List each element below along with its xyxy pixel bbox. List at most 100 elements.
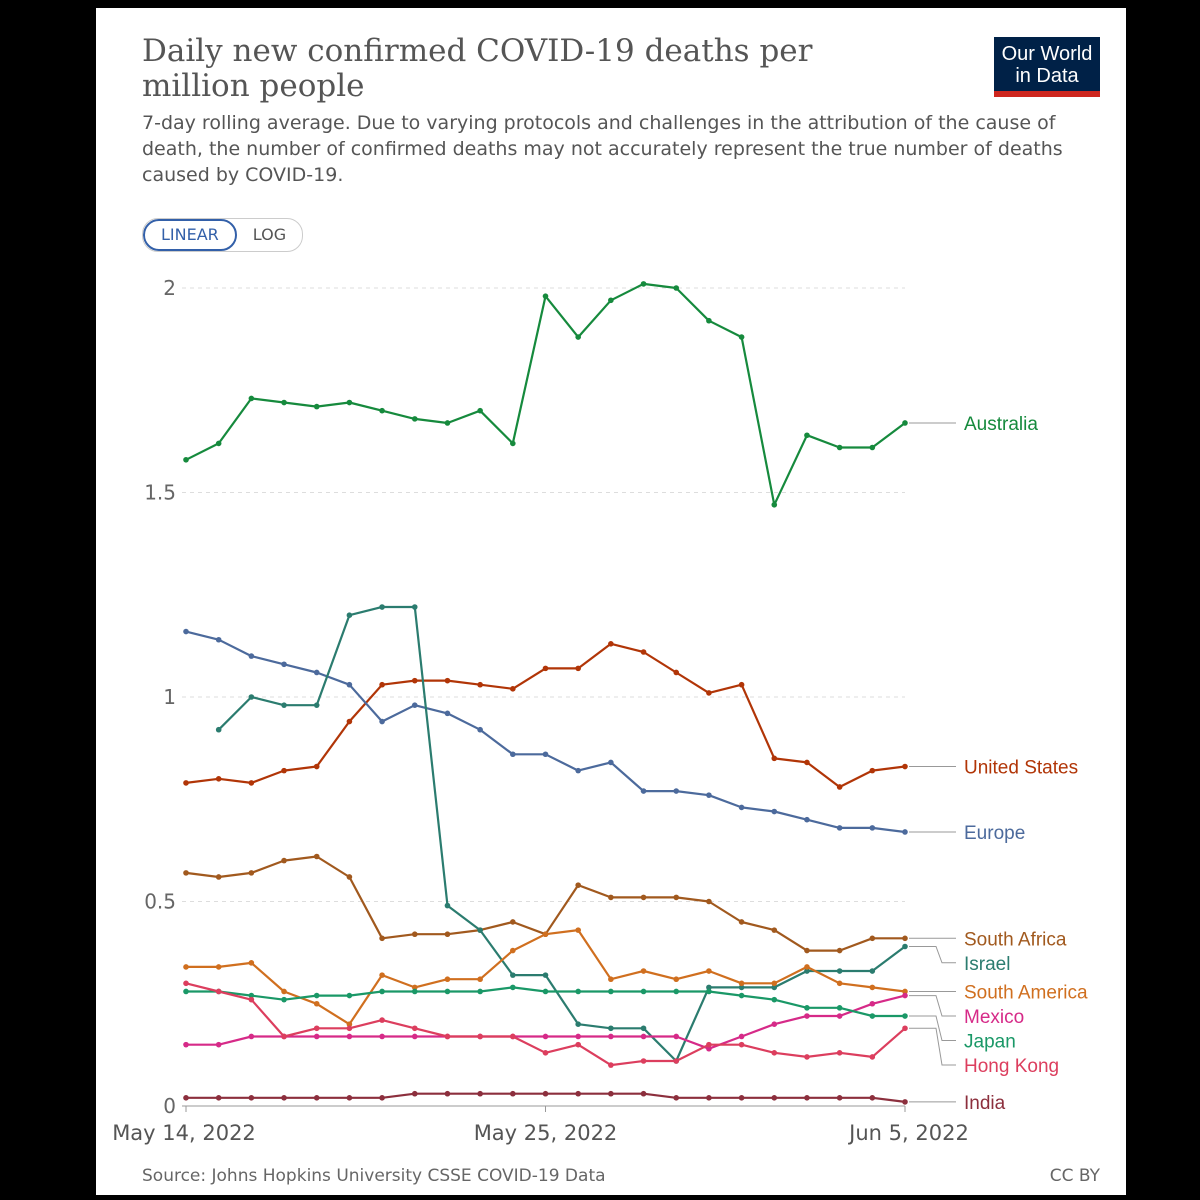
data-point-india [673,1095,680,1101]
data-point-south-america [215,964,222,970]
data-point-india [771,1095,778,1101]
data-point-india [640,1090,647,1097]
data-point-mexico [771,1021,778,1027]
data-point-israel [444,902,451,909]
data-point-israel [771,984,778,991]
data-point-japan [836,1005,843,1011]
leader-line-japan [909,1015,956,1041]
data-point-australia [706,317,712,324]
data-point-europe [477,726,483,733]
data-point-mexico [411,1033,418,1040]
data-point-mexico [804,1013,810,1019]
series-label-japan: Japan [964,1031,1016,1052]
data-point-hong-kong [869,1054,876,1060]
line-chart: 0 0.5 1 1.5 2 May 14, 2022 May 25, 2022 Jun 5, … [112,276,1088,1145]
data-point-israel [869,968,876,974]
series-label-israel: Israel [964,954,1010,975]
data-point-mexico [836,1013,843,1019]
data-point-mexico [313,1033,320,1040]
data-point-japan [510,984,516,991]
data-point-south-africa [706,898,712,905]
license-link[interactable]: CC BY [1049,1166,1100,1186]
data-point-europe [444,710,451,717]
data-point-australia [902,420,908,426]
data-point-united-states [608,641,614,647]
data-point-south-africa [411,931,418,938]
data-point-south-america [771,980,778,987]
data-point-hong-kong [738,1041,745,1048]
data-point-australia [640,281,647,287]
data-point-mexico [869,1000,876,1007]
data-point-israel [477,927,483,933]
data-point-australia [444,420,451,426]
data-point-europe [738,804,745,811]
data-point-japan [608,988,614,995]
series-layer [183,281,908,1105]
data-point-south-africa [183,870,189,876]
log-scale-button[interactable]: LOG [252,225,287,244]
series-label-australia: Australia [964,414,1038,435]
data-point-australia [510,440,516,447]
data-point-europe [804,816,810,823]
data-point-south-africa [215,874,222,880]
data-point-japan [313,992,320,999]
linear-scale-button[interactable]: LINEAR [143,219,237,251]
data-point-japan [281,996,287,1003]
data-point-australia [411,416,418,422]
data-point-mexico [542,1033,549,1040]
y-tick-label: 0.5 [144,890,176,914]
data-point-japan [444,988,451,995]
data-point-israel [608,1025,614,1032]
data-point-australia [836,444,843,451]
series-line-europe [185,630,906,834]
data-point-south-africa [313,853,320,860]
data-point-india [183,1095,189,1101]
data-point-south-america [869,984,876,991]
data-point-australia [869,444,876,451]
data-point-united-states [738,681,745,688]
data-point-australia [673,285,680,291]
data-point-south-africa [771,927,778,933]
data-point-south-africa [640,894,647,901]
data-point-hong-kong [248,996,255,1003]
data-point-australia [608,297,614,304]
data-point-south-africa [444,931,451,938]
data-point-europe [640,788,647,794]
data-point-japan [738,992,745,999]
data-point-japan [248,992,255,999]
data-point-mexico [248,1033,255,1040]
data-point-europe [281,661,287,668]
data-point-south-america [281,988,287,995]
data-point-hong-kong [183,980,189,987]
data-point-australia [379,407,385,414]
data-point-hong-kong [836,1050,843,1056]
series-label-hong-kong: Hong Kong [964,1056,1059,1077]
data-point-south-africa [379,935,385,942]
data-point-south-africa [281,857,287,864]
data-point-japan [411,988,418,995]
data-point-japan [477,988,483,995]
data-point-europe [673,788,680,794]
data-point-israel [738,984,745,991]
data-point-australia [477,407,483,414]
data-point-south-america [673,976,680,983]
data-point-south-africa [510,919,516,925]
data-point-mexico [575,1033,581,1040]
data-point-europe [248,653,255,659]
data-point-hong-kong [771,1050,778,1056]
data-point-australia [346,399,353,406]
data-point-south-america [248,960,255,966]
data-point-israel [215,726,222,733]
data-point-south-africa [608,894,614,901]
data-point-united-states [771,755,778,762]
data-point-australia [281,399,287,406]
data-point-mexico [738,1033,745,1040]
data-point-india [510,1090,516,1097]
chart-subtitle: 7-day rolling average. Due to varying pr… [142,112,1063,186]
data-point-hong-kong [477,1033,483,1040]
leader-line-israel [909,945,956,964]
owid-logo[interactable]: Our World in Data [994,37,1100,97]
data-point-europe [183,628,189,635]
data-point-south-america [411,984,418,991]
data-point-australia [738,334,745,340]
